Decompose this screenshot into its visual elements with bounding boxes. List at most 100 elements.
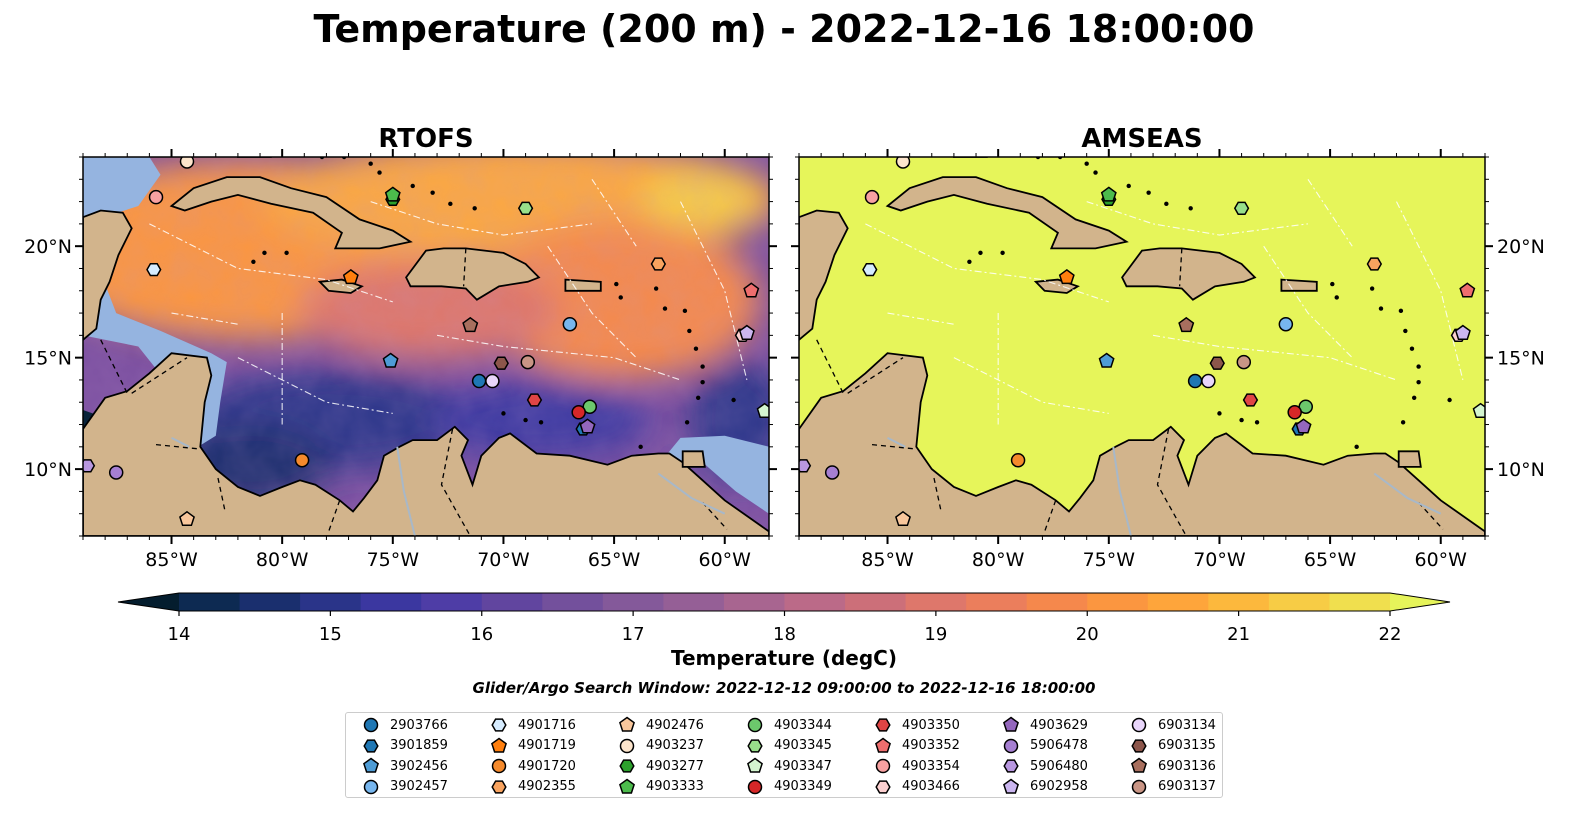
float-marker-4901716 — [862, 262, 878, 277]
colorbar-segment — [1208, 593, 1270, 611]
float-marker-2903766 — [1187, 373, 1203, 389]
legend-marker-hexagon — [619, 759, 635, 773]
float-marker-6902958 — [1454, 324, 1471, 340]
legend-item-4902355: 4902355 — [490, 777, 576, 797]
small-island — [1330, 281, 1335, 287]
colorbar-segment — [966, 593, 1028, 611]
legend-label: 6903137 — [1158, 779, 1216, 794]
rtofs-shelf-shading — [83, 157, 161, 224]
legend-label: 4903344 — [774, 717, 832, 733]
boundary-line — [370, 201, 593, 236]
legend-item-6903137: 6903137 — [1130, 777, 1216, 797]
river — [1373, 472, 1442, 515]
small-island — [1093, 170, 1098, 175]
lon-tick-label: 85°W — [145, 549, 198, 571]
legend-item-4903350: 4903350 — [874, 715, 960, 735]
legend-marker-circle — [363, 779, 379, 794]
lon-tick-label: 80°W — [256, 549, 309, 571]
float-marker-4902476 — [895, 510, 911, 527]
small-island — [1188, 206, 1193, 211]
legend-label: 3901859 — [390, 738, 448, 753]
legend-marker-hexagon — [875, 718, 891, 732]
legend-item-4903352: 4903352 — [874, 736, 960, 756]
legend-marker-pentagon — [1003, 716, 1019, 732]
small-island — [1000, 250, 1005, 256]
legend-marker-hexagon — [491, 718, 507, 732]
small-island — [682, 308, 688, 314]
legend-marker-shape — [1131, 779, 1147, 794]
amseas-float-markers — [799, 157, 1485, 527]
legend-marker-shape — [1003, 716, 1019, 732]
colorbar-tick-label: 22 — [1379, 624, 1402, 645]
legend-label: 4902476 — [646, 717, 704, 733]
legend-item-4902476: 4902476 — [618, 715, 704, 735]
rtofs-coastlines — [83, 157, 769, 536]
legend-marker-circle — [1003, 738, 1019, 753]
colorbar-segment — [1147, 593, 1209, 611]
small-island — [430, 190, 435, 195]
legend-marker-shape — [1131, 757, 1147, 773]
legend-marker-hexagon — [491, 779, 507, 794]
legend-marker-shape — [363, 738, 379, 753]
legend-label: 6902958 — [1030, 779, 1088, 794]
lat-tick-label-left: 20°N — [24, 236, 72, 258]
legend-label: 3902456 — [390, 758, 448, 774]
colorbar-segment — [602, 593, 664, 611]
lon-tick-label: 80°W — [972, 549, 1025, 571]
river — [171, 437, 190, 448]
float-marker-4902355 — [1366, 257, 1383, 271]
float-marker-3902457 — [562, 316, 578, 332]
colorbar-segment — [421, 593, 483, 611]
small-island — [978, 250, 983, 256]
colorbar-extend-min — [118, 593, 179, 611]
country-border — [155, 443, 201, 450]
country-border — [1156, 428, 1187, 536]
boundary-line — [1086, 201, 1309, 236]
legend-marker-shape — [747, 779, 763, 794]
country-border — [702, 502, 728, 530]
small-island — [700, 379, 705, 385]
legend-label: 4903629 — [1030, 717, 1088, 733]
legend-label: 5906478 — [1030, 738, 1088, 753]
legend-label: 4902355 — [518, 779, 576, 794]
small-island — [653, 286, 659, 291]
legend-marker-hexagon — [747, 738, 763, 753]
small-island — [1126, 183, 1131, 189]
country-border — [100, 339, 128, 394]
legend-marker-shape — [875, 779, 891, 794]
float-marker-6903135 — [493, 356, 509, 370]
small-island — [501, 411, 506, 416]
legend-label: 4901720 — [518, 758, 576, 774]
small-island — [1411, 395, 1417, 400]
small-island — [368, 161, 373, 166]
legend-label: 4903349 — [774, 779, 832, 794]
panel-title-rtofs: RTOFS — [378, 124, 473, 154]
legend-marker-shape — [747, 757, 763, 773]
small-island — [1146, 190, 1151, 195]
legend-marker-circle — [363, 717, 379, 733]
colorbar-segment — [663, 593, 725, 611]
legend-marker-pentagon — [747, 757, 763, 773]
small-island — [1369, 286, 1375, 291]
country-border — [871, 443, 917, 450]
legend-label: 6903136 — [1158, 758, 1216, 774]
boundary-line — [591, 178, 637, 247]
legend-marker-circle — [1131, 717, 1147, 733]
colorbar-tick-label: 16 — [470, 624, 493, 645]
legend-item-5906478: 5906478 — [1002, 736, 1088, 756]
float-marker-6903136 — [1178, 316, 1195, 333]
river — [657, 472, 726, 515]
small-island — [618, 295, 623, 300]
colorbar-tick-label: 21 — [1227, 624, 1250, 645]
boundary-line — [171, 312, 238, 325]
land-hispaniola — [1121, 247, 1257, 301]
float-marker-6903134 — [485, 373, 500, 389]
land-central — [799, 352, 1485, 536]
lon-tick-label: 75°W — [1083, 549, 1136, 571]
legend-marker-hexagon — [363, 738, 379, 753]
axis-ticks: 85°W 80°W 75°W 70°W 65°W 60°W 85°W 80°W 75°W 70°W… — [24, 149, 1545, 571]
boundary-line — [953, 357, 1109, 414]
small-island — [1217, 411, 1222, 416]
legend-marker-shape — [747, 738, 763, 753]
